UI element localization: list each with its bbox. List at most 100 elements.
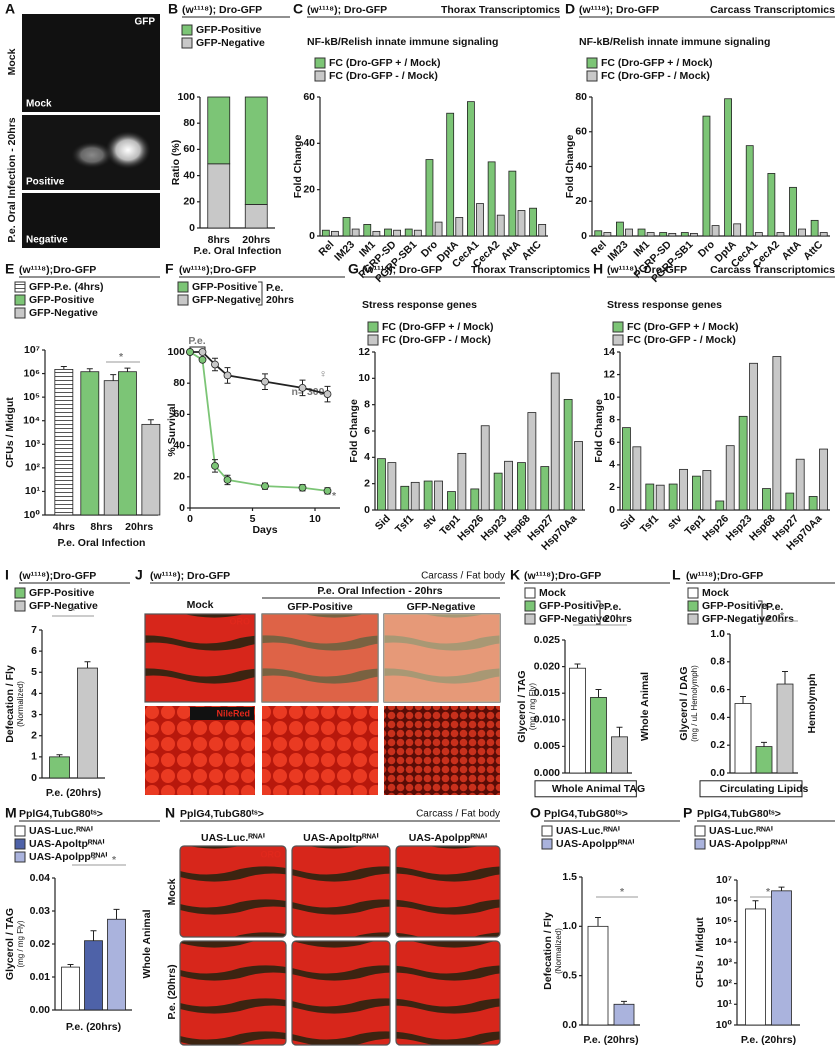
legend-swatch bbox=[14, 838, 26, 850]
legend-note: 20hrs bbox=[766, 613, 794, 625]
bar bbox=[668, 232, 677, 237]
y-tick-label: 0.4 bbox=[710, 711, 725, 723]
error-bar bbox=[84, 661, 91, 669]
panel-letter: A bbox=[5, 1, 15, 17]
bar bbox=[574, 441, 583, 511]
bar bbox=[603, 232, 612, 237]
error-bar bbox=[616, 726, 623, 737]
bar bbox=[351, 228, 360, 237]
y-tick-label: 40 bbox=[303, 137, 315, 149]
bar bbox=[49, 756, 70, 779]
bar bbox=[480, 425, 490, 511]
legend-swatch bbox=[541, 825, 553, 837]
y-tick-label: 60 bbox=[303, 91, 315, 103]
point bbox=[198, 355, 207, 364]
error-bar bbox=[752, 900, 759, 909]
bar bbox=[785, 492, 795, 511]
panel-header: Carcass / Fat body bbox=[416, 809, 500, 820]
bar bbox=[819, 448, 828, 511]
oro-image bbox=[144, 613, 256, 703]
bar bbox=[655, 484, 665, 511]
x-tick-label: 5 bbox=[250, 513, 256, 525]
y-tick-label: 10² bbox=[25, 462, 41, 474]
y-axis-label: % Survival bbox=[166, 403, 178, 456]
error-bar bbox=[621, 1000, 627, 1005]
x-axis-label: Days bbox=[252, 524, 277, 536]
y-tick-label: 10² bbox=[717, 977, 733, 989]
point bbox=[211, 360, 219, 369]
bar bbox=[434, 221, 443, 237]
y-tick-label: 0.04 bbox=[30, 872, 51, 884]
bar-segment bbox=[207, 96, 231, 165]
bar bbox=[749, 362, 758, 511]
panel-title: PplG4,TubG80ᵗˢ> bbox=[697, 808, 781, 820]
legend-swatch bbox=[14, 587, 26, 599]
legend-label: GFP-Negative bbox=[539, 613, 608, 625]
y-tick-label: 100 bbox=[177, 91, 195, 103]
legend-label: UAS-Luc.ᴿᴺᴬⁱ bbox=[556, 825, 620, 837]
bar bbox=[410, 481, 420, 511]
x-axis-label: P.e. Oral Infection bbox=[58, 537, 146, 549]
y-tick-label: 10⁷ bbox=[24, 344, 40, 356]
legend-label: FC (Dro-GFP + / Mock) bbox=[382, 321, 494, 333]
bar bbox=[517, 462, 526, 511]
y-tick-label: 2 bbox=[609, 481, 615, 493]
bar bbox=[384, 228, 392, 237]
legend-label: GFP-Negative bbox=[702, 613, 771, 625]
y-tick-label: 100 bbox=[167, 346, 185, 358]
x-axis-label: P.e. (20hrs) bbox=[741, 1034, 796, 1046]
legend-label: FC (Dro-GFP - / Mock) bbox=[601, 70, 710, 82]
bar bbox=[587, 925, 609, 1026]
column-label: UAS-Luc.ᴿᴺᴬⁱ bbox=[201, 832, 265, 844]
legend-swatch bbox=[181, 24, 193, 36]
panel-letter: G bbox=[348, 261, 359, 277]
panel-letter: N bbox=[165, 805, 175, 821]
bar bbox=[692, 475, 701, 511]
side-label: Whole Animal bbox=[639, 672, 651, 741]
x-tick-label: 20hrs bbox=[242, 234, 270, 246]
panel-letter: D bbox=[565, 1, 575, 17]
bar bbox=[77, 667, 98, 779]
y-tick-label: 0.0 bbox=[710, 767, 725, 779]
bar bbox=[476, 203, 484, 237]
x-tick-label: Tsf1 bbox=[393, 512, 416, 535]
panel-header: Thorax Transcriptomics bbox=[441, 4, 560, 16]
legend-swatch bbox=[314, 57, 326, 69]
y-tick-label: 12 bbox=[603, 368, 615, 380]
bar bbox=[715, 500, 725, 511]
y-tick-label: 12 bbox=[358, 346, 370, 358]
y-tick-label: 14 bbox=[603, 346, 615, 358]
x-tick-label: AttA bbox=[779, 238, 803, 262]
gfp-signal bbox=[70, 141, 114, 169]
y-tick-label: 10⁷ bbox=[716, 874, 732, 886]
y-tick-label: 10⁵ bbox=[23, 391, 40, 403]
bar bbox=[734, 703, 752, 774]
legend-label: GFP-Positive bbox=[29, 587, 95, 599]
panel-letter: H bbox=[593, 261, 603, 277]
bar bbox=[61, 966, 80, 1011]
image-mock bbox=[22, 14, 160, 112]
y-tick-label: 10⁵ bbox=[715, 915, 732, 927]
lipid-depletion bbox=[384, 614, 500, 702]
bar bbox=[680, 232, 689, 237]
bar bbox=[493, 472, 503, 511]
group-label: P.e. Oral Infection - 20hrs bbox=[317, 585, 442, 597]
panel-a: A GFP Mock Positive Negative Mock P.e. O… bbox=[5, 1, 160, 248]
legend-label: GFP-Positive bbox=[192, 281, 258, 293]
error-bar bbox=[782, 671, 788, 685]
legend-label: GFP-Positive bbox=[29, 294, 95, 306]
point bbox=[223, 371, 232, 380]
column-label: Mock bbox=[187, 599, 214, 611]
legend-swatch bbox=[612, 334, 624, 346]
y-tick-label: 0.005 bbox=[534, 740, 560, 752]
point bbox=[198, 348, 207, 356]
y-tick-label: 10⁴ bbox=[715, 936, 732, 948]
legend-label: FC (Dro-GFP + / Mock) bbox=[627, 321, 739, 333]
legend-swatch bbox=[524, 600, 536, 612]
y-tick-label: 10³ bbox=[717, 957, 733, 969]
legend-note: 20hrs bbox=[266, 294, 294, 306]
panel-letter: J bbox=[135, 567, 143, 583]
panel-letter: K bbox=[510, 567, 520, 583]
panel-title: (w¹¹¹⁸);Dro-GFP bbox=[524, 570, 601, 582]
y-tick-label: 10 bbox=[603, 391, 615, 403]
